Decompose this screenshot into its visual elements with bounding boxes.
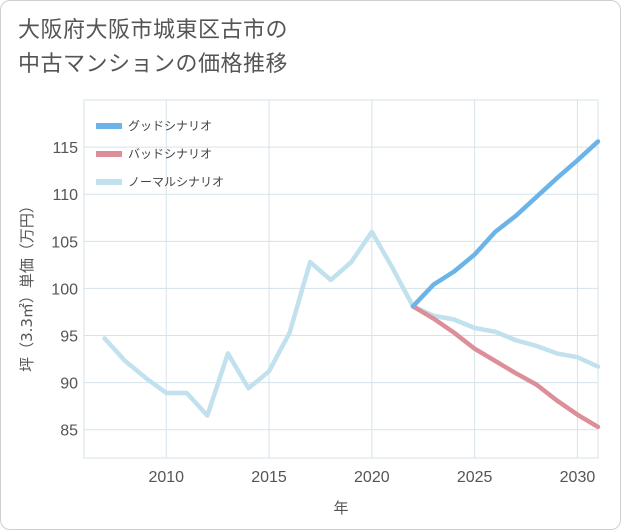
- chart-title-line-2: 中古マンションの価格推移: [18, 52, 289, 77]
- x-tick-label: 2020: [354, 469, 390, 486]
- y-tick-label: 105: [51, 234, 78, 251]
- y-tick-label: 110: [52, 187, 78, 204]
- y-tick-label: 100: [51, 281, 78, 298]
- y-tick-label: 95: [60, 329, 78, 346]
- bad-scenario-line: [410, 304, 601, 430]
- x-axis-label: 年: [333, 499, 348, 517]
- normal-scenario-line: [102, 229, 601, 418]
- x-tick-label: 2010: [148, 469, 184, 486]
- legend-label: ノーマルシナリオ: [128, 175, 224, 189]
- good-scenario-line: [410, 139, 601, 309]
- y-tick-label: 90: [60, 376, 78, 393]
- chart-title: 大阪府大阪市城東区古市の 中古マンションの価格推移: [18, 14, 288, 82]
- legend-label: グッドシナリオ: [128, 119, 212, 133]
- legend-label: バッドシナリオ: [128, 147, 212, 161]
- chart-title-line-1: 大阪府大阪市城東区古市の: [18, 18, 289, 43]
- y-tick-label: 85: [60, 423, 78, 440]
- grid: [83, 99, 599, 459]
- x-tick-label: 2025: [457, 469, 493, 486]
- y-tick-label: 115: [52, 140, 78, 157]
- series-lines: [102, 139, 601, 430]
- x-tick-label: 2030: [560, 469, 596, 486]
- x-tick-label: 2015: [251, 469, 287, 486]
- y-axis-label: 坪（3.3㎡）単価（万円）: [18, 198, 36, 372]
- tick-labels: 2010 2015 2020 2025 2030 85 90 95 100 105 110 115: [51, 140, 595, 486]
- plot-area: [83, 99, 599, 459]
